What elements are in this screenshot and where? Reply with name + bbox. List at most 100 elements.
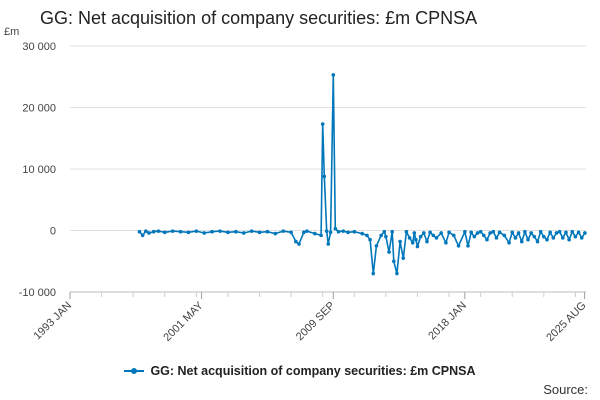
data-point xyxy=(425,239,429,244)
data-point xyxy=(439,231,443,235)
data-point xyxy=(360,231,364,236)
data-point xyxy=(156,229,161,233)
data-point xyxy=(137,229,142,234)
data-point xyxy=(431,233,436,238)
data-point xyxy=(573,234,578,239)
data-point xyxy=(387,250,391,254)
data-point xyxy=(567,237,571,242)
data-point xyxy=(418,234,423,239)
data-point xyxy=(365,233,369,238)
data-point xyxy=(526,237,530,242)
data-point xyxy=(140,233,145,238)
data-point xyxy=(319,233,323,238)
data-point xyxy=(328,230,333,235)
data-point xyxy=(415,244,420,249)
data-point xyxy=(151,229,156,234)
data-point xyxy=(401,256,406,260)
data-point xyxy=(234,229,238,234)
data-point xyxy=(538,229,543,234)
data-point xyxy=(456,244,461,248)
data-point xyxy=(583,231,587,235)
data-point xyxy=(320,122,325,126)
data-point xyxy=(331,73,336,77)
data-point xyxy=(249,229,254,233)
data-point xyxy=(494,236,499,240)
axes: -10 000 0 10 000 20 000 30 000 1993 JAN 2001 M… xyxy=(19,41,589,344)
data-point xyxy=(241,231,246,235)
data-point xyxy=(257,230,262,235)
data-point xyxy=(170,229,175,233)
data-point xyxy=(297,242,301,246)
data-point xyxy=(352,229,357,234)
data-point xyxy=(463,229,467,234)
data-point xyxy=(382,229,387,234)
data-point xyxy=(391,259,396,264)
data-point xyxy=(374,244,379,248)
data-point xyxy=(554,231,559,235)
data-point xyxy=(513,236,518,240)
data-point xyxy=(281,229,286,233)
data-point xyxy=(529,231,533,235)
data-point xyxy=(301,230,306,235)
data-point xyxy=(371,271,376,276)
data-point xyxy=(326,242,331,246)
x-tick-label: 2018 JAN xyxy=(426,300,469,343)
x-tick-label: 2009 SEP xyxy=(294,300,338,344)
data-point xyxy=(265,229,270,234)
x-tick-label: 1993 JAN xyxy=(31,300,74,343)
data-point xyxy=(516,231,521,235)
y-tick-label: 10 000 xyxy=(22,164,56,176)
data-point xyxy=(548,230,552,235)
data-point xyxy=(294,239,298,244)
data-point xyxy=(390,229,395,234)
y-tick-label: 30 000 xyxy=(22,41,56,53)
data-point xyxy=(186,230,191,235)
data-point xyxy=(384,234,388,239)
legend: GG: Net acquisition of company securitie… xyxy=(0,364,600,378)
data-point xyxy=(202,231,207,235)
y-tick-label: 0 xyxy=(50,226,56,238)
data-point xyxy=(502,233,507,238)
x-tick-label: 2025 AUG xyxy=(544,300,588,344)
series-line xyxy=(138,74,586,275)
data-point xyxy=(341,229,346,233)
data-point xyxy=(412,231,417,235)
data-point xyxy=(333,226,338,231)
data-point xyxy=(560,236,565,240)
data-point xyxy=(510,230,515,235)
data-point xyxy=(434,236,439,240)
data-point xyxy=(407,236,412,240)
chart-title: GG: Net acquisition of company securitie… xyxy=(40,8,478,28)
data-point xyxy=(576,230,581,235)
data-point xyxy=(507,241,511,245)
data-point xyxy=(447,230,451,235)
data-point xyxy=(313,231,317,236)
data-point xyxy=(194,229,199,233)
data-point xyxy=(289,230,293,235)
y-tick-label: 20 000 xyxy=(22,103,56,115)
series-layer xyxy=(137,73,587,276)
data-point xyxy=(535,239,540,244)
data-point xyxy=(410,241,415,245)
data-point xyxy=(466,244,470,248)
data-point xyxy=(305,229,309,233)
data-point xyxy=(368,237,372,242)
data-point xyxy=(379,233,383,238)
data-point xyxy=(557,229,562,234)
data-point xyxy=(210,229,214,234)
data-point xyxy=(404,229,409,234)
data-point xyxy=(491,229,496,234)
data-point xyxy=(497,230,502,235)
data-point xyxy=(452,233,456,238)
legend-swatch xyxy=(124,366,145,376)
data-point xyxy=(488,231,492,235)
data-point xyxy=(469,230,473,235)
data-point xyxy=(579,236,584,240)
gridlines xyxy=(70,45,586,231)
data-point xyxy=(322,174,327,179)
data-point xyxy=(218,229,222,233)
data-point xyxy=(324,229,329,233)
data-point xyxy=(395,271,399,276)
y-axis-unit-label: £m xyxy=(4,26,20,38)
